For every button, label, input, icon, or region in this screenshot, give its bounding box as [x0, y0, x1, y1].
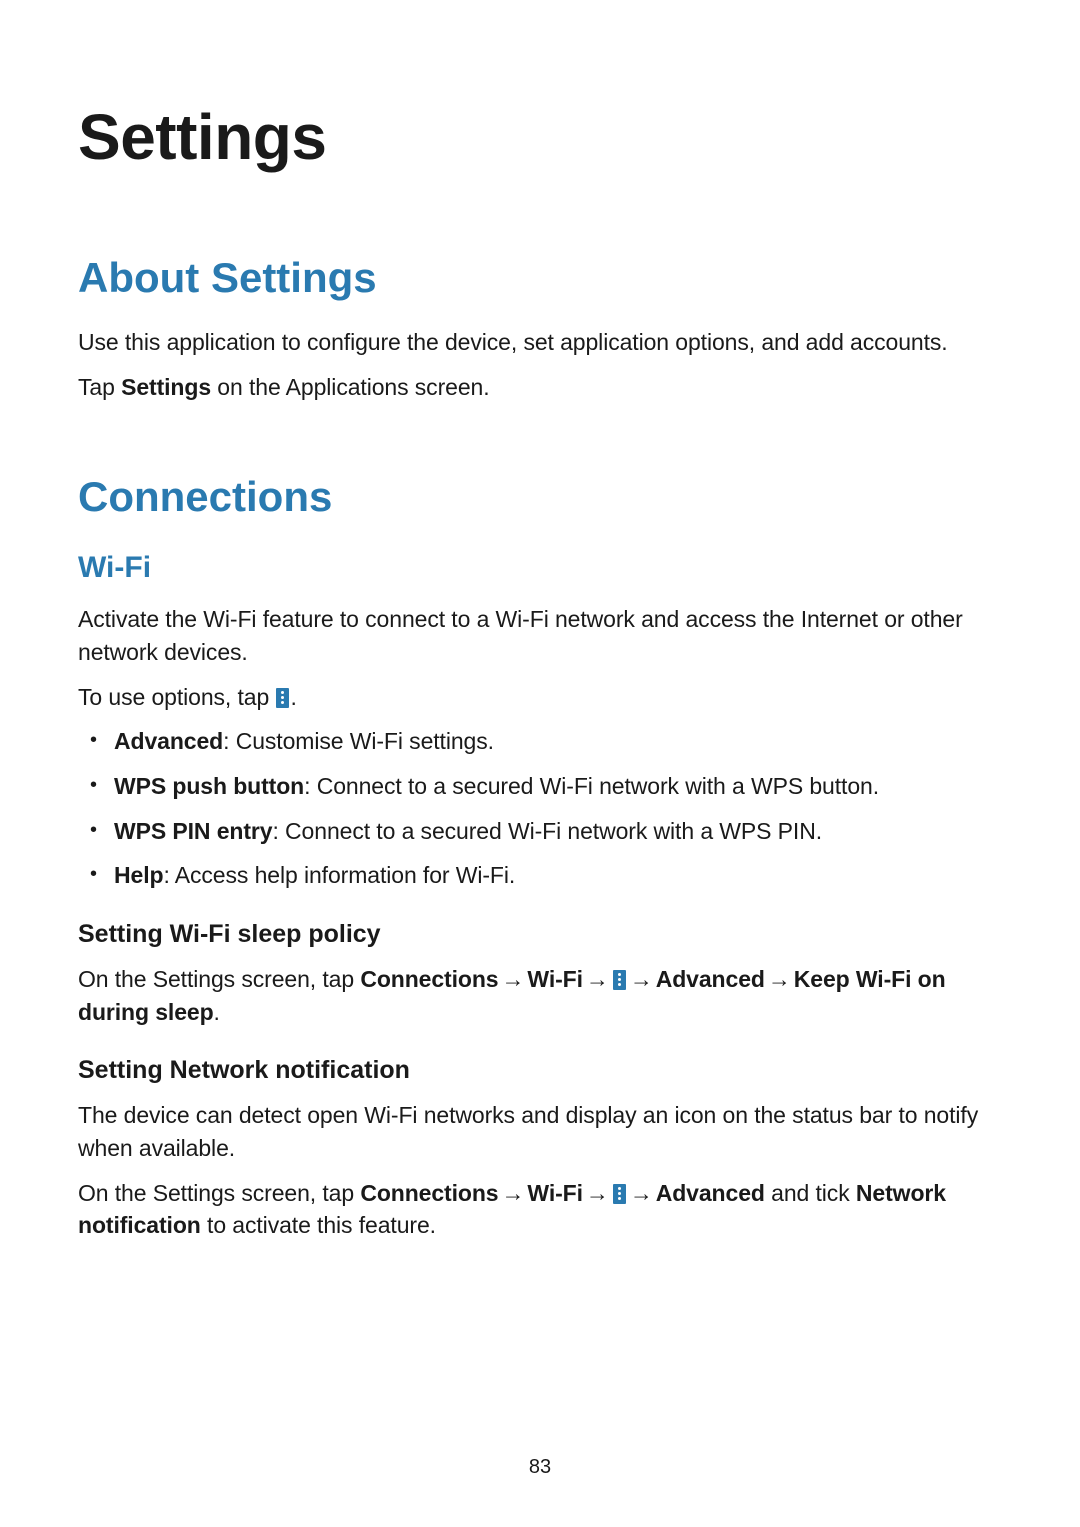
option-desc: : Access help information for Wi-Fi.: [163, 862, 515, 888]
text: On the Settings screen, tap: [78, 1180, 360, 1206]
list-item: Help: Access help information for Wi-Fi.: [114, 859, 1002, 892]
option-label: WPS PIN entry: [114, 818, 272, 844]
text: .: [290, 684, 296, 710]
arrow-icon: →: [765, 963, 794, 996]
arrow-icon: →: [627, 1177, 656, 1210]
arrow-icon: →: [627, 963, 656, 996]
text: .: [214, 999, 220, 1025]
more-options-icon: [613, 1184, 626, 1204]
page-container: Settings About Settings Use this applica…: [0, 0, 1080, 1527]
about-para-2: Tap Settings on the Applications screen.: [78, 371, 1002, 404]
option-label: Help: [114, 862, 163, 888]
text: Tap: [78, 374, 121, 400]
arrow-icon: →: [499, 963, 528, 996]
option-desc: : Connect to a secured Wi-Fi network wit…: [272, 818, 822, 844]
nav-wifi: Wi-Fi: [527, 1180, 583, 1206]
option-label: WPS push button: [114, 773, 304, 799]
nav-advanced: Advanced: [656, 966, 765, 992]
wifi-options-line: To use options, tap .: [78, 681, 1002, 714]
sleep-policy-heading: Setting Wi-Fi sleep policy: [78, 920, 1002, 949]
more-options-icon: [613, 970, 626, 990]
text: on the Applications screen.: [211, 374, 490, 400]
text: and tick: [765, 1180, 856, 1206]
about-settings-heading: About Settings: [78, 254, 1002, 302]
page-number: 83: [0, 1456, 1080, 1479]
list-item: WPS push button: Connect to a secured Wi…: [114, 770, 1002, 803]
wifi-intro: Activate the Wi-Fi feature to connect to…: [78, 603, 1002, 668]
more-options-icon: [276, 688, 289, 708]
settings-bold: Settings: [121, 374, 211, 400]
wifi-options-list: Advanced: Customise Wi-Fi settings. WPS …: [78, 725, 1002, 892]
option-label: Advanced: [114, 728, 223, 754]
text: to activate this feature.: [201, 1212, 436, 1238]
nav-connections: Connections: [360, 966, 498, 992]
connections-heading: Connections: [78, 473, 1002, 521]
sleep-policy-para: On the Settings screen, tap Connections …: [78, 963, 1002, 1028]
arrow-icon: →: [583, 1177, 612, 1210]
network-notif-para2: On the Settings screen, tap Connections …: [78, 1177, 1002, 1242]
nav-advanced: Advanced: [656, 1180, 765, 1206]
nav-connections: Connections: [360, 1180, 498, 1206]
list-item: WPS PIN entry: Connect to a secured Wi-F…: [114, 815, 1002, 848]
arrow-icon: →: [583, 963, 612, 996]
text: On the Settings screen, tap: [78, 966, 360, 992]
network-notif-para1: The device can detect open Wi-Fi network…: [78, 1099, 1002, 1164]
nav-wifi: Wi-Fi: [527, 966, 583, 992]
wifi-heading: Wi-Fi: [78, 551, 1002, 585]
text: To use options, tap: [78, 684, 275, 710]
page-title-h1: Settings: [78, 100, 1002, 174]
network-notif-heading: Setting Network notification: [78, 1056, 1002, 1085]
list-item: Advanced: Customise Wi-Fi settings.: [114, 725, 1002, 758]
arrow-icon: →: [499, 1177, 528, 1210]
option-desc: : Customise Wi-Fi settings.: [223, 728, 494, 754]
about-para-1: Use this application to configure the de…: [78, 326, 1002, 359]
option-desc: : Connect to a secured Wi-Fi network wit…: [304, 773, 879, 799]
